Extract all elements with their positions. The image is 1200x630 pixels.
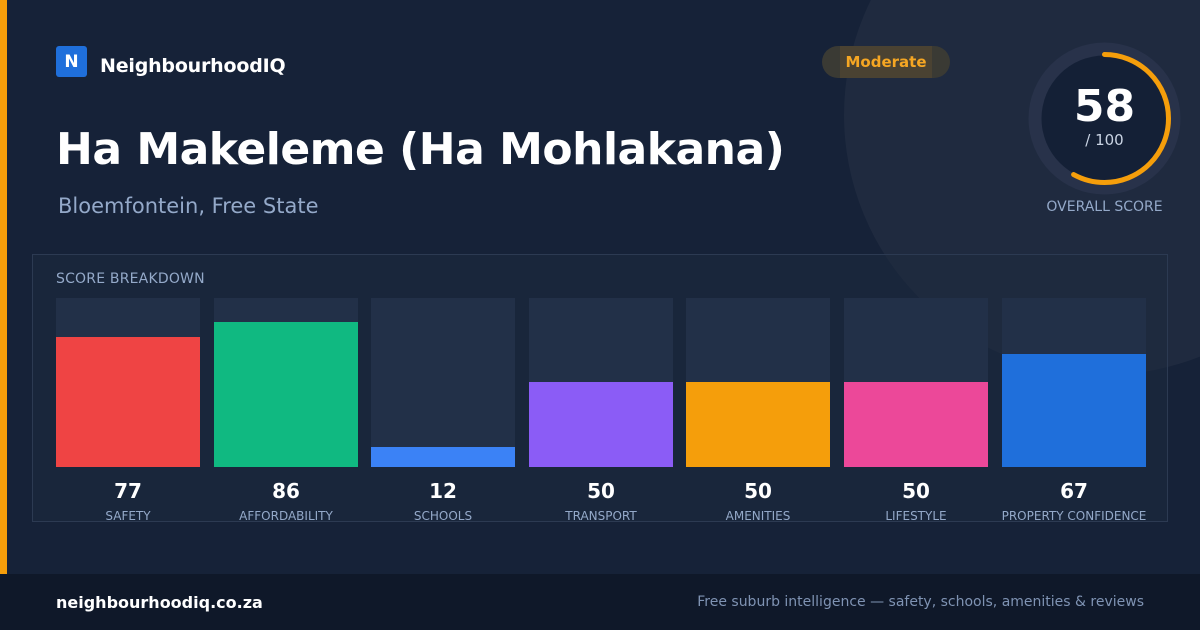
score-bar-property-confidence: 67 PROPERTY CONFIDENCE (1002, 298, 1146, 523)
bar-value: 77 (114, 479, 142, 503)
bar-fill (371, 447, 515, 467)
score-bar-transport: 50 TRANSPORT (529, 298, 673, 523)
score-breakdown-panel: SCORE BREAKDOWN 77 SAFETY 86 AFFORDABILITY 1… (32, 254, 1168, 523)
bar-track (1002, 298, 1146, 467)
bar-label: AFFORDABILITY (239, 509, 333, 523)
suburb-title: Ha Makeleme (Ha Mohlakana) (56, 124, 785, 175)
bar-label: LIFESTYLE (885, 509, 947, 523)
accent-bar (0, 0, 7, 574)
bar-track (844, 298, 988, 467)
bar-fill (844, 382, 988, 467)
bar-fill (686, 382, 830, 467)
bar-label: PROPERTY CONFIDENCE (1001, 509, 1147, 523)
bar-fill (529, 382, 673, 467)
bar-fill (214, 322, 358, 467)
bar-track (56, 298, 200, 467)
bar-value: 86 (272, 479, 300, 503)
footer-site-link[interactable]: neighbourhoodiq.co.za (56, 593, 263, 612)
share-card: N NeighbourhoodIQ Moderate Ha Makeleme (… (0, 0, 1181, 574)
bar-fill (1002, 354, 1146, 467)
score-bar-lifestyle: 50 LIFESTYLE (844, 298, 988, 523)
score-bar-safety: 77 SAFETY (56, 298, 200, 523)
score-bars: 77 SAFETY 86 AFFORDABILITY 12 SCHOOLS 50 TRANSP… (56, 298, 1146, 523)
footer-tagline: Free suburb intelligence — safety, schoo… (697, 594, 1144, 610)
score-bar-affordability: 86 AFFORDABILITY (214, 298, 358, 523)
bar-label: SAFETY (105, 509, 151, 523)
bar-track (686, 298, 830, 467)
rating-badge-label: Moderate (845, 53, 927, 71)
overall-score-label: OVERALL SCORE (1046, 199, 1163, 215)
bar-track (371, 298, 515, 467)
bar-value: 50 (744, 479, 772, 503)
footer: neighbourhoodiq.co.za Free suburb intell… (0, 574, 1200, 630)
overall-score-ring (1028, 42, 1181, 195)
score-ring-progress (1038, 52, 1171, 185)
overall-score-value: 58 (1073, 81, 1136, 132)
bar-label: SCHOOLS (413, 509, 473, 523)
suburb-location: Bloemfontein, Free State (58, 194, 319, 218)
bar-fill (56, 337, 200, 467)
score-bar-amenities: 50 AMENITIES (686, 298, 830, 523)
bar-label: TRANSPORT (565, 509, 637, 523)
score-bar-schools: 12 SCHOOLS (371, 298, 515, 523)
rating-badge: Moderate (822, 46, 950, 78)
bar-value: 67 (1060, 479, 1088, 503)
bar-value: 50 (587, 479, 615, 503)
bar-track (529, 298, 673, 467)
bar-label: AMENITIES (725, 509, 791, 523)
bar-value: 12 (429, 479, 457, 503)
bar-track (214, 298, 358, 467)
brand-name: NeighbourhoodIQ (100, 54, 286, 77)
score-breakdown-title: SCORE BREAKDOWN (56, 271, 205, 287)
overall-score-max: / 100 (1085, 131, 1124, 149)
score-ring-inner (1041, 55, 1168, 182)
bar-value: 50 (902, 479, 930, 503)
brand-logo[interactable]: N NeighbourhoodIQ (56, 46, 286, 77)
badge-highlight (840, 46, 932, 78)
logo-mark-icon: N (56, 46, 87, 77)
